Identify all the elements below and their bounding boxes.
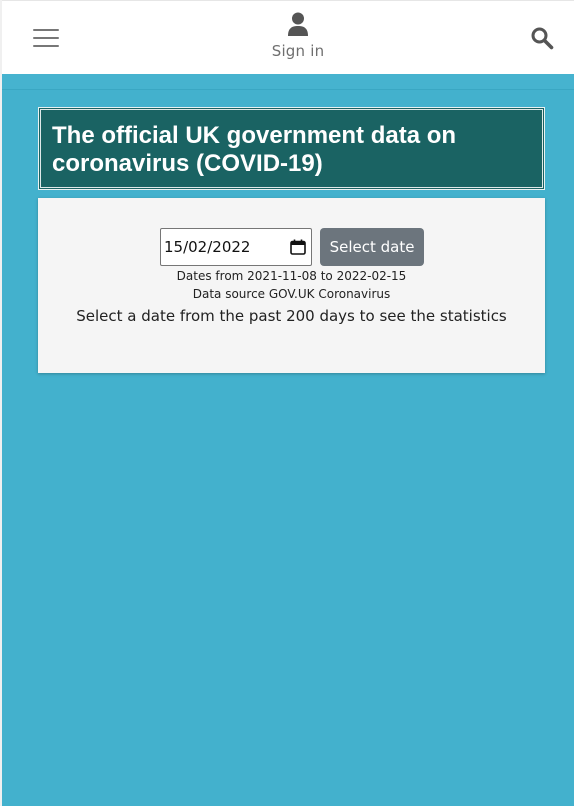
- menu-line: [33, 45, 59, 47]
- date-form: 15/02/2022 Select date: [160, 228, 424, 266]
- search-icon[interactable]: [530, 26, 554, 50]
- date-selection-panel: 15/02/2022 Select date Dates from 2021-1…: [38, 198, 545, 373]
- menu-line: [33, 37, 59, 39]
- sign-in-label: Sign in: [271, 42, 325, 60]
- instructions-text: Select a date from the past 200 days to …: [76, 307, 507, 325]
- hamburger-menu-icon[interactable]: [33, 27, 59, 49]
- sign-in-link[interactable]: Sign in: [248, 12, 348, 68]
- select-date-button[interactable]: Select date: [320, 228, 424, 266]
- nav-divider-strip: [2, 74, 574, 90]
- menu-line: [33, 29, 59, 31]
- user-icon: [288, 12, 308, 36]
- date-range-text: Dates from 2021-11-08 to 2022-02-15: [176, 269, 407, 283]
- calendar-icon[interactable]: [290, 239, 306, 255]
- data-source-text: Data source GOV.UK Coronavirus: [192, 287, 391, 301]
- title-banner-inner: The official UK government data on coron…: [40, 109, 543, 188]
- date-input[interactable]: 15/02/2022: [160, 228, 312, 266]
- title-banner: The official UK government data on coron…: [38, 107, 545, 190]
- date-input-value: 15/02/2022: [164, 238, 251, 256]
- page-title: The official UK government data on coron…: [52, 122, 457, 177]
- top-navbar: Sign in: [2, 0, 574, 74]
